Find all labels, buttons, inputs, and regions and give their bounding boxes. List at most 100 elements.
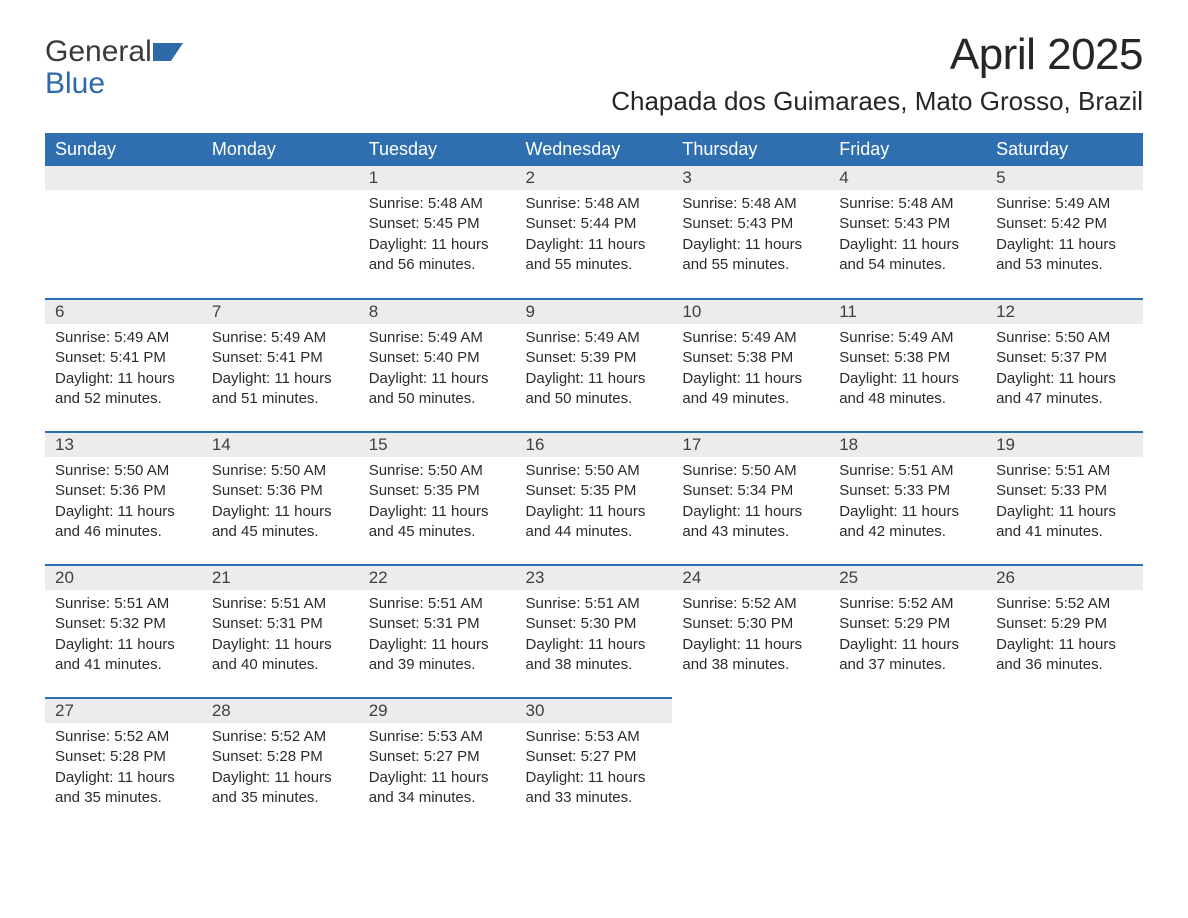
day-sunrise: Sunrise: 5:49 AM [996, 194, 1133, 214]
day-number: 4 [829, 166, 986, 190]
day-dl2: and 36 minutes. [996, 655, 1133, 675]
day-number: 12 [986, 298, 1143, 324]
calendar-cell [829, 697, 986, 830]
day-dl1: Daylight: 11 hours [369, 502, 506, 522]
day-sunrise: Sunrise: 5:53 AM [526, 727, 663, 747]
calendar-cell: 6Sunrise: 5:49 AMSunset: 5:41 PMDaylight… [45, 298, 202, 431]
day-sunrise: Sunrise: 5:52 AM [996, 594, 1133, 614]
day-number: 8 [359, 298, 516, 324]
day-detail: Sunrise: 5:51 AMSunset: 5:33 PMDaylight:… [986, 457, 1143, 542]
day-number: 10 [672, 298, 829, 324]
calendar-cell: 22Sunrise: 5:51 AMSunset: 5:31 PMDayligh… [359, 564, 516, 697]
day-dl1: Daylight: 11 hours [526, 235, 663, 255]
dayhead-thursday: Thursday [672, 133, 829, 166]
calendar-cell: 20Sunrise: 5:51 AMSunset: 5:32 PMDayligh… [45, 564, 202, 697]
day-sunrise: Sunrise: 5:52 AM [682, 594, 819, 614]
day-sunrise: Sunrise: 5:50 AM [369, 461, 506, 481]
day-sunrise: Sunrise: 5:52 AM [55, 727, 192, 747]
day-detail: Sunrise: 5:52 AMSunset: 5:28 PMDaylight:… [45, 723, 202, 808]
logo-word-general: General [45, 35, 152, 68]
calendar-cell: 21Sunrise: 5:51 AMSunset: 5:31 PMDayligh… [202, 564, 359, 697]
day-sunset: Sunset: 5:41 PM [55, 348, 192, 368]
day-detail: Sunrise: 5:48 AMSunset: 5:45 PMDaylight:… [359, 190, 516, 275]
day-sunrise: Sunrise: 5:49 AM [55, 328, 192, 348]
day-number: 24 [672, 564, 829, 590]
day-detail: Sunrise: 5:48 AMSunset: 5:43 PMDaylight:… [829, 190, 986, 275]
day-sunset: Sunset: 5:43 PM [682, 214, 819, 234]
day-detail: Sunrise: 5:49 AMSunset: 5:41 PMDaylight:… [202, 324, 359, 409]
day-dl2: and 49 minutes. [682, 389, 819, 409]
day-sunset: Sunset: 5:38 PM [839, 348, 976, 368]
calendar-cell: 8Sunrise: 5:49 AMSunset: 5:40 PMDaylight… [359, 298, 516, 431]
calendar-cell: 16Sunrise: 5:50 AMSunset: 5:35 PMDayligh… [516, 431, 673, 564]
day-sunrise: Sunrise: 5:51 AM [996, 461, 1133, 481]
day-dl1: Daylight: 11 hours [369, 768, 506, 788]
day-sunrise: Sunrise: 5:50 AM [682, 461, 819, 481]
day-sunset: Sunset: 5:44 PM [526, 214, 663, 234]
day-dl2: and 44 minutes. [526, 522, 663, 542]
day-number: 25 [829, 564, 986, 590]
calendar-cell: 7Sunrise: 5:49 AMSunset: 5:41 PMDaylight… [202, 298, 359, 431]
day-detail: Sunrise: 5:49 AMSunset: 5:38 PMDaylight:… [829, 324, 986, 409]
calendar-cell: 28Sunrise: 5:52 AMSunset: 5:28 PMDayligh… [202, 697, 359, 830]
day-detail: Sunrise: 5:52 AMSunset: 5:28 PMDaylight:… [202, 723, 359, 808]
day-dl1: Daylight: 11 hours [55, 635, 192, 655]
day-dl1: Daylight: 11 hours [212, 369, 349, 389]
day-sunrise: Sunrise: 5:49 AM [212, 328, 349, 348]
calendar-cell: 3Sunrise: 5:48 AMSunset: 5:43 PMDaylight… [672, 166, 829, 298]
day-detail: Sunrise: 5:52 AMSunset: 5:29 PMDaylight:… [986, 590, 1143, 675]
day-sunset: Sunset: 5:38 PM [682, 348, 819, 368]
calendar-table: Sunday Monday Tuesday Wednesday Thursday… [45, 133, 1143, 830]
day-sunrise: Sunrise: 5:49 AM [369, 328, 506, 348]
day-detail: Sunrise: 5:50 AMSunset: 5:34 PMDaylight:… [672, 457, 829, 542]
day-dl2: and 45 minutes. [212, 522, 349, 542]
day-sunrise: Sunrise: 5:51 AM [212, 594, 349, 614]
day-sunset: Sunset: 5:37 PM [996, 348, 1133, 368]
day-detail: Sunrise: 5:50 AMSunset: 5:35 PMDaylight:… [516, 457, 673, 542]
dayhead-sunday: Sunday [45, 133, 202, 166]
calendar-cell: 11Sunrise: 5:49 AMSunset: 5:38 PMDayligh… [829, 298, 986, 431]
day-sunset: Sunset: 5:35 PM [526, 481, 663, 501]
day-number: 15 [359, 431, 516, 457]
calendar-cell [986, 697, 1143, 830]
calendar-cell: 13Sunrise: 5:50 AMSunset: 5:36 PMDayligh… [45, 431, 202, 564]
day-sunset: Sunset: 5:29 PM [839, 614, 976, 634]
day-sunrise: Sunrise: 5:50 AM [212, 461, 349, 481]
day-dl1: Daylight: 11 hours [212, 502, 349, 522]
day-sunrise: Sunrise: 5:48 AM [369, 194, 506, 214]
day-sunset: Sunset: 5:30 PM [682, 614, 819, 634]
day-number: 26 [986, 564, 1143, 590]
calendar-week-row: 13Sunrise: 5:50 AMSunset: 5:36 PMDayligh… [45, 431, 1143, 564]
day-detail: Sunrise: 5:52 AMSunset: 5:30 PMDaylight:… [672, 590, 829, 675]
day-sunset: Sunset: 5:27 PM [369, 747, 506, 767]
calendar-cell: 10Sunrise: 5:49 AMSunset: 5:38 PMDayligh… [672, 298, 829, 431]
day-number: 21 [202, 564, 359, 590]
logo-flag-icon [153, 41, 195, 63]
day-sunset: Sunset: 5:29 PM [996, 614, 1133, 634]
calendar-cell: 26Sunrise: 5:52 AMSunset: 5:29 PMDayligh… [986, 564, 1143, 697]
day-detail: Sunrise: 5:51 AMSunset: 5:33 PMDaylight:… [829, 457, 986, 542]
day-number: 14 [202, 431, 359, 457]
day-dl1: Daylight: 11 hours [839, 502, 976, 522]
calendar-cell: 19Sunrise: 5:51 AMSunset: 5:33 PMDayligh… [986, 431, 1143, 564]
calendar-cell: 29Sunrise: 5:53 AMSunset: 5:27 PMDayligh… [359, 697, 516, 830]
month-title: April 2025 [611, 30, 1143, 80]
calendar-cell: 1Sunrise: 5:48 AMSunset: 5:45 PMDaylight… [359, 166, 516, 298]
day-sunset: Sunset: 5:31 PM [369, 614, 506, 634]
day-dl1: Daylight: 11 hours [55, 369, 192, 389]
day-number: 16 [516, 431, 673, 457]
day-dl2: and 51 minutes. [212, 389, 349, 409]
location-subtitle: Chapada dos Guimaraes, Mato Grosso, Braz… [611, 86, 1143, 117]
day-dl2: and 35 minutes. [55, 788, 192, 808]
day-detail: Sunrise: 5:53 AMSunset: 5:27 PMDaylight:… [516, 723, 673, 808]
day-dl2: and 55 minutes. [526, 255, 663, 275]
calendar-week-row: 20Sunrise: 5:51 AMSunset: 5:32 PMDayligh… [45, 564, 1143, 697]
day-number: 19 [986, 431, 1143, 457]
calendar-cell: 12Sunrise: 5:50 AMSunset: 5:37 PMDayligh… [986, 298, 1143, 431]
dayhead-monday: Monday [202, 133, 359, 166]
day-sunset: Sunset: 5:34 PM [682, 481, 819, 501]
calendar-cell: 4Sunrise: 5:48 AMSunset: 5:43 PMDaylight… [829, 166, 986, 298]
day-detail: Sunrise: 5:51 AMSunset: 5:31 PMDaylight:… [202, 590, 359, 675]
day-number: 2 [516, 166, 673, 190]
day-sunset: Sunset: 5:27 PM [526, 747, 663, 767]
